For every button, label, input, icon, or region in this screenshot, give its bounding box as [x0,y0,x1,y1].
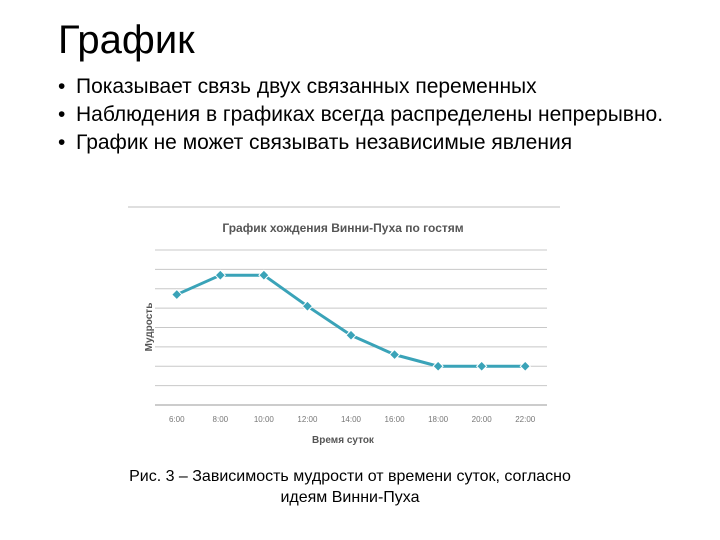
y-axis-label: Мудрость [144,303,155,352]
x-tick-label: 20:00 [472,415,493,424]
bullet-item: Показывает связь двух связанных переменн… [58,74,698,100]
bullet-item: Наблюдения в графиках всегда распределен… [58,102,698,128]
data-point-marker [301,300,314,312]
series-markers [171,269,531,372]
x-axis-label: Время суток [312,435,375,446]
chart-title: График хождения Винни-Пуха по гостям [222,221,463,235]
x-tick-labels: 6:00 8:00 10:00 12:00 14:00 16:00 18:00 20:00 22… [169,415,536,424]
data-point-marker [258,269,270,281]
figure-caption: Рис. 3 – Зависимость мудрости от времени… [80,466,620,508]
bullet-list: Показывает связь двух связанных переменн… [58,74,698,158]
slide-title: График [58,18,195,62]
chart-container: График хождения Винни-Пуха по гостям 6:0… [125,205,565,460]
data-point-marker [388,348,401,361]
caption-line: идеям Винни-Пуха [280,489,420,506]
data-point-marker [432,360,444,372]
data-point-marker [345,329,357,341]
caption-line: Рис. 3 – Зависимость мудрости от времени… [129,468,571,485]
data-point-marker [519,360,531,372]
data-point-marker [214,269,227,281]
x-tick-label: 6:00 [169,415,185,424]
x-tick-label: 14:00 [341,415,362,424]
x-tick-label: 16:00 [385,415,406,424]
x-tick-label: 10:00 [254,415,275,424]
data-point-marker [171,288,183,301]
data-point-marker [475,360,488,372]
x-tick-label: 12:00 [297,415,318,424]
bullet-item: График не может связывать независимые яв… [58,130,698,156]
chart-grid [155,249,547,406]
x-tick-label: 18:00 [428,415,449,424]
x-tick-label: 22:00 [515,415,536,424]
line-chart: График хождения Винни-Пуха по гостям 6:0… [128,206,560,446]
x-tick-label: 8:00 [213,415,229,424]
